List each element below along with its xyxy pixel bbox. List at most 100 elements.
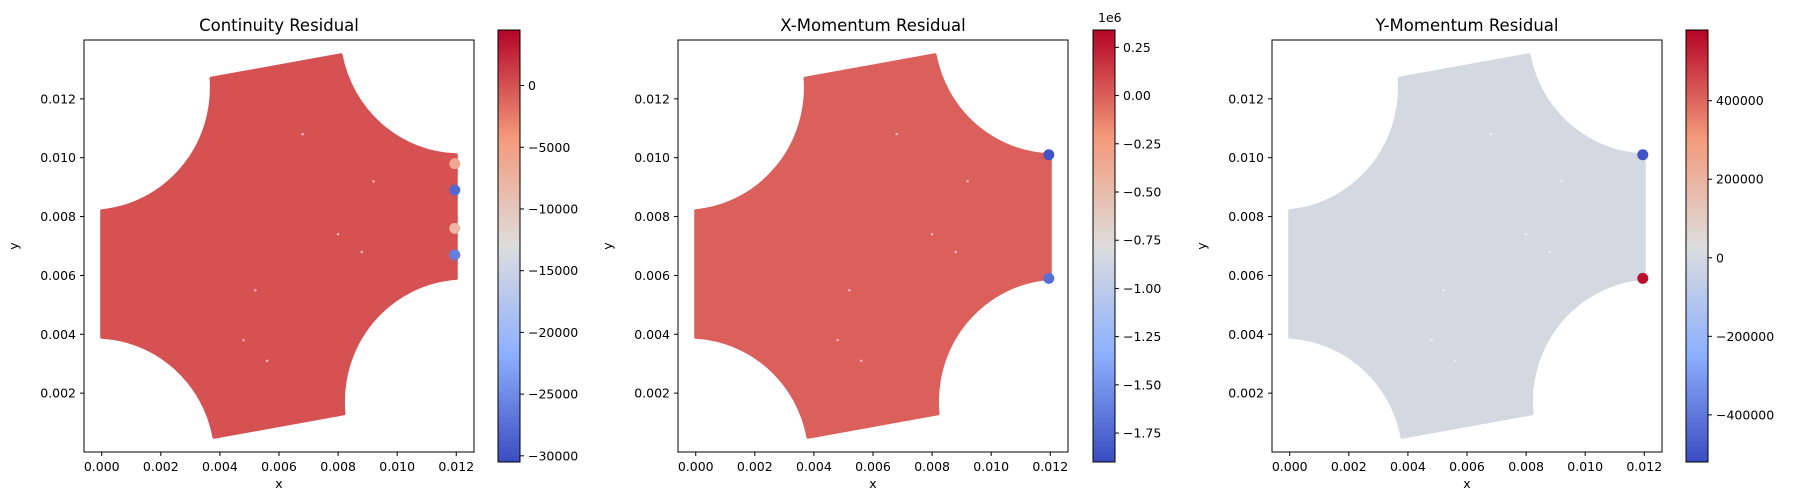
y-tick-label: 0.008 [40, 209, 76, 224]
y-tick-label: 0.004 [40, 327, 76, 342]
colorbar-offset-text: 1e6 [1098, 10, 1122, 25]
y-tick-label: 0.002 [1228, 386, 1264, 401]
y-tick-label: 0.010 [40, 150, 76, 165]
x-tick-label: 0.012 [1032, 459, 1068, 474]
y-tick-label: 0.004 [1228, 327, 1264, 342]
colorbar-tick-label: −20000 [528, 325, 578, 340]
y-tick-label: 0.012 [634, 91, 670, 106]
residual-field [100, 53, 458, 439]
colorbar-tick-label: −5000 [528, 140, 570, 155]
y-tick-label: 0.006 [40, 268, 76, 283]
x-tick-label: 0.010 [379, 459, 415, 474]
x-tick-label: 0.008 [1508, 459, 1544, 474]
field-speckle [360, 250, 364, 254]
x-tick-label: 0.006 [855, 459, 891, 474]
colorbar-tick-label: −30000 [528, 448, 578, 463]
panel-3: Y-Momentum Residual 0.000 0.002 0.004 0.006 0… [1194, 16, 1774, 491]
colorbar-tick-label: −400000 [1716, 407, 1774, 422]
hotspot-point [1637, 149, 1649, 161]
field-speckle [372, 179, 375, 183]
chart-title: Continuity Residual [199, 16, 359, 35]
x-tick-label: 0.010 [973, 459, 1009, 474]
hotspot-point [449, 222, 461, 234]
x-tick-label: 0.004 [202, 459, 238, 474]
x-tick-label: 0.002 [1331, 459, 1367, 474]
x-tick-label: 0.010 [1567, 459, 1603, 474]
colorbar-tick-label: −25000 [528, 387, 578, 402]
residual-field [1288, 53, 1646, 439]
field-speckle [954, 250, 958, 254]
y-tick-label: 0.002 [40, 386, 76, 401]
colorbar-tick-label: 0.25 [1123, 40, 1151, 55]
colorbar-tick-label: −200000 [1716, 329, 1774, 344]
field-speckle [1560, 179, 1563, 183]
colorbar-tick-label: 0 [1716, 250, 1724, 265]
hotspot-point [1043, 149, 1055, 161]
colorbar-tick-label: −1.50 [1123, 377, 1161, 392]
colorbar-tick-label: −1.25 [1123, 329, 1161, 344]
panel-1: Continuity Residual 0.000 0.002 0.004 0.006 0… [6, 16, 578, 491]
hotspot-point [449, 249, 461, 261]
x-tick-label: 0.004 [796, 459, 832, 474]
x-tick-label: 0.006 [261, 459, 297, 474]
y-tick-label: 0.010 [634, 150, 670, 165]
y-axis-label: y [600, 242, 615, 250]
field-speckle [301, 132, 304, 136]
x-tick-label: 0.012 [438, 459, 474, 474]
field-speckle [1442, 288, 1445, 292]
y-tick-label: 0.008 [1228, 209, 1264, 224]
field-speckle [859, 359, 863, 363]
field-speckle [1430, 338, 1433, 342]
field-speckle [836, 338, 839, 342]
x-tick-label: 0.008 [914, 459, 950, 474]
panel-2: X-Momentum Residual 0.000 0.002 0.004 0.006 0… [600, 10, 1161, 491]
y-tick-label: 0.012 [40, 91, 76, 106]
chart-title: Y-Momentum Residual [1374, 16, 1558, 35]
chart-title: X-Momentum Residual [780, 16, 965, 35]
hotspot-point [449, 184, 461, 196]
y-axis-label: y [6, 242, 21, 250]
x-tick-label: 0.002 [143, 459, 179, 474]
x-tick-label: 0.006 [1449, 459, 1485, 474]
field-speckle [242, 338, 245, 342]
hotspot-point [1637, 272, 1649, 284]
colorbar-tick-label: 0.00 [1123, 88, 1151, 103]
hotspot-point [449, 158, 461, 170]
y-tick-label: 0.008 [634, 209, 670, 224]
colorbar [1092, 29, 1116, 463]
x-tick-label: 0.000 [84, 459, 120, 474]
colorbar-tick-label: −1.00 [1123, 281, 1161, 296]
colorbar-tick-label: −0.75 [1123, 233, 1161, 248]
field-speckle [966, 179, 969, 183]
x-tick-label: 0.002 [737, 459, 773, 474]
field-speckle [1489, 132, 1492, 136]
colorbar-tick-label: −0.50 [1123, 185, 1161, 200]
colorbar [1685, 29, 1709, 463]
field-speckle [254, 288, 257, 292]
y-tick-label: 0.006 [634, 268, 670, 283]
x-tick-label: 0.008 [320, 459, 356, 474]
x-axis-label: x [1463, 476, 1470, 491]
field-speckle [336, 232, 340, 236]
field-speckle [1453, 359, 1457, 363]
hotspot-point [1043, 272, 1055, 284]
colorbar-tick-label: 400000 [1716, 93, 1764, 108]
y-tick-label: 0.004 [634, 327, 670, 342]
y-tick-label: 0.012 [1228, 91, 1264, 106]
y-tick-label: 0.006 [1228, 268, 1264, 283]
colorbar-tick-label: −10000 [528, 201, 578, 216]
field-speckle [848, 288, 851, 292]
field-speckle [895, 132, 898, 136]
x-axis-label: x [275, 476, 282, 491]
y-tick-label: 0.010 [1228, 150, 1264, 165]
x-tick-label: 0.000 [1272, 459, 1308, 474]
y-axis-label: y [1194, 242, 1209, 250]
colorbar-tick-label: −1.75 [1123, 426, 1161, 441]
x-tick-label: 0.000 [678, 459, 714, 474]
y-tick-label: 0.002 [634, 386, 670, 401]
colorbar-tick-label: −0.25 [1123, 136, 1161, 151]
residual-field [694, 53, 1052, 439]
field-speckle [265, 359, 269, 363]
colorbar-tick-label: 200000 [1716, 172, 1764, 187]
